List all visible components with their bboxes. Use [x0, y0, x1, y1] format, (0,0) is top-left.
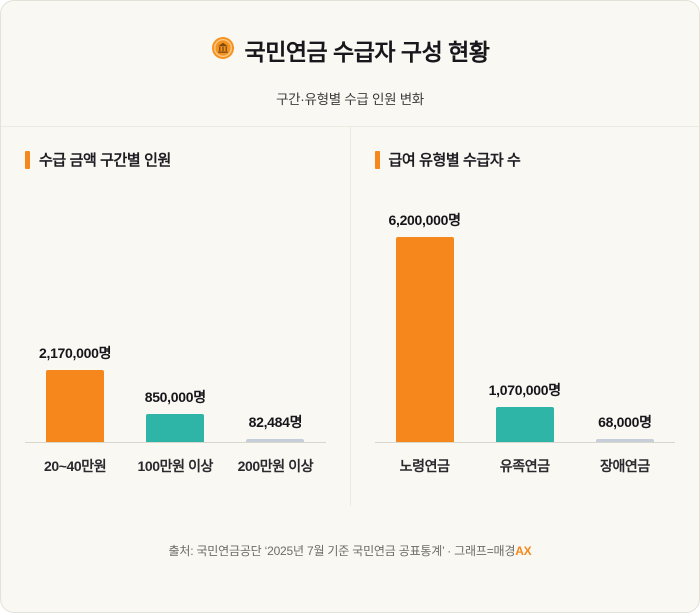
bar	[146, 414, 205, 442]
bar	[46, 370, 105, 442]
bar-cell: 1,070,000명	[475, 380, 575, 442]
bar	[595, 439, 654, 442]
panel-title: 수급 금액 구간별 인원	[39, 152, 171, 169]
value-label: 2,170,000명	[39, 345, 112, 361]
category-label: 장애연금	[599, 458, 650, 474]
bar-cell: 82,484명	[225, 412, 325, 442]
panel-benefit-type: 급여 유형별 수급자 수 6,200,000명 1,070,000명 68,000명…	[351, 127, 700, 506]
title-row: 국민연금 수급자 구성 현황	[1, 33, 699, 67]
panel-amount-range: 수급 금액 구간별 인원 2,170,000명 850,000명 82,484명 2…	[1, 127, 351, 506]
categories-row: 20~40만원 100만원 이상 200만원 이상	[25, 443, 326, 506]
source-text: 출처: 국민연금공단 ‘2025년 7월 기준 국민연금 공표통계’ · 그래프…	[168, 544, 516, 558]
value-label: 68,000명	[598, 414, 652, 430]
category-label: 20~40만원	[43, 458, 107, 474]
value-label: 82,484명	[248, 414, 303, 430]
orange-accent-bar	[25, 150, 30, 169]
panel-header: 급여 유형별 수급자 수	[374, 149, 676, 170]
value-label: 1,070,000명	[488, 382, 561, 398]
bar	[246, 439, 305, 442]
header: 국민연금 수급자 구성 현황 구간·유형별 수급 인원 변화	[1, 1, 699, 108]
category-label: 노령연금	[399, 458, 450, 474]
bar-cell: 2,170,000명	[25, 343, 125, 442]
category-label: 200만원 이상	[237, 458, 314, 474]
panel-title: 급여 유형별 수급자 수	[388, 152, 521, 169]
categories-row: 노령연금 유족연금 장애연금	[375, 443, 676, 506]
page-subtitle: 구간·유형별 수급 인원 변화	[276, 92, 424, 107]
bar-cell: 68,000명	[575, 412, 675, 442]
footer: 출처: 국민연금공단 ‘2025년 7월 기준 국민연금 공표통계’ · 그래프…	[1, 542, 699, 559]
category-label: 유족연금	[499, 458, 550, 474]
page-title: 국민연금 수급자 구성 현황	[244, 39, 490, 65]
bar-cell: 850,000명	[125, 387, 225, 442]
bars-row: 2,170,000명 850,000명 82,484명	[25, 174, 326, 443]
value-label: 850,000명	[144, 389, 206, 405]
brand-accent: AX	[515, 544, 532, 558]
bar-cell: 6,200,000명	[375, 210, 475, 442]
category-label: 100만원 이상	[137, 458, 214, 474]
coin-icon	[211, 36, 235, 65]
orange-accent-bar	[374, 150, 380, 169]
panel-header: 수급 금액 구간별 인원	[25, 149, 326, 170]
bar	[495, 407, 554, 442]
chart-panels: 수급 금액 구간별 인원 2,170,000명 850,000명 82,484명 2…	[1, 126, 699, 506]
value-label: 6,200,000명	[388, 212, 461, 228]
bar	[395, 237, 454, 442]
bars-row: 6,200,000명 1,070,000명 68,000명	[374, 174, 675, 443]
